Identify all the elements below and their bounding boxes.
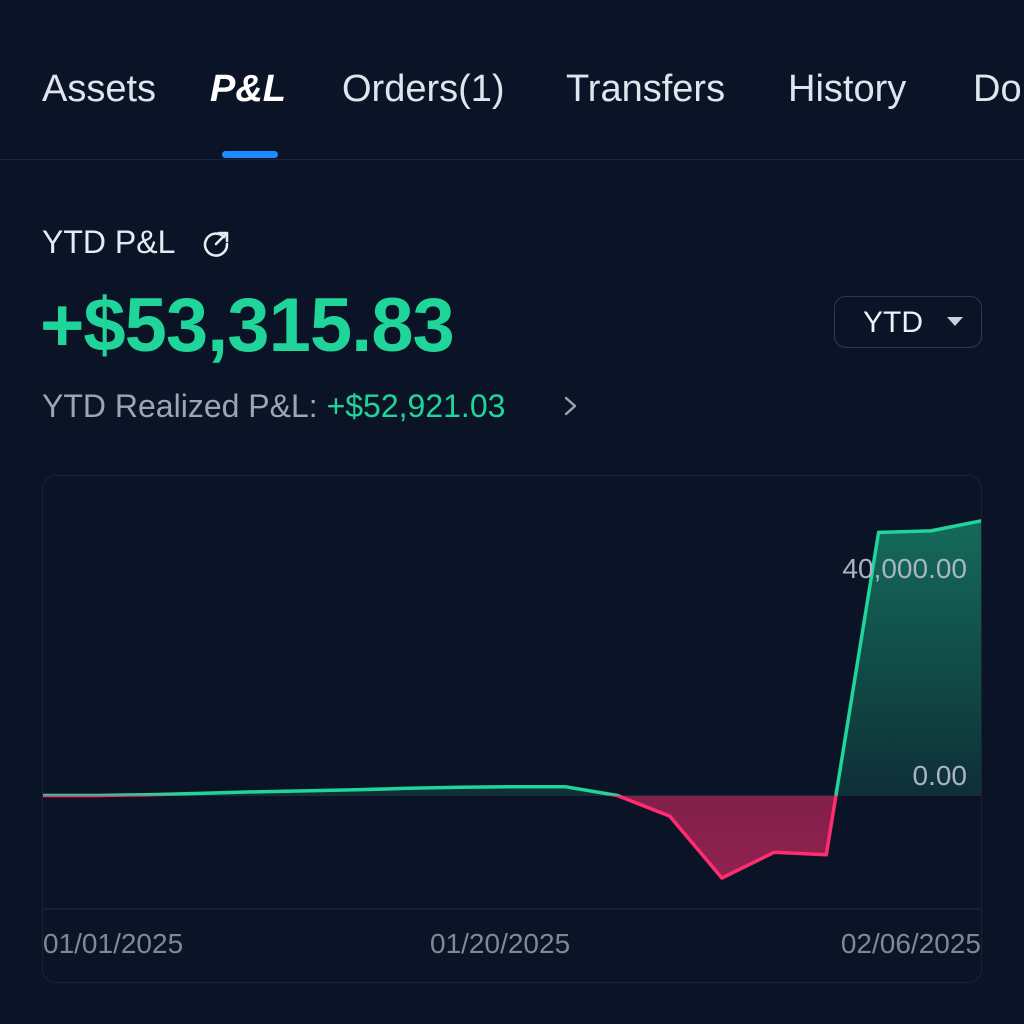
y-tick-label: 40,000.00 (842, 553, 967, 585)
active-tab-indicator (222, 151, 278, 158)
tab-documents[interactable]: Do (973, 68, 1022, 110)
tab-bar: Assets P&L Orders(1) Transfers History D… (0, 0, 1024, 160)
tab-orders[interactable]: Orders(1) (342, 68, 505, 110)
x-tick-label: 02/06/2025 (840, 928, 981, 959)
tab-transfers[interactable]: Transfers (566, 68, 726, 110)
realized-pnl-label: YTD Realized P&L: (42, 388, 318, 424)
realized-pnl-row[interactable]: YTD Realized P&L: +$52,921.03 (42, 388, 505, 425)
period-select[interactable]: YTD (834, 296, 982, 348)
tab-assets[interactable]: Assets (42, 68, 157, 110)
share-icon[interactable] (200, 228, 232, 260)
positive-area-fill (43, 520, 981, 796)
y-tick-label: 0.00 (912, 759, 968, 791)
chevron-right-icon[interactable] (560, 392, 582, 420)
x-tick-label: 01/01/2025 (43, 928, 184, 959)
realized-pnl-value: +$52,921.03 (326, 388, 506, 424)
negative-area-fill (617, 795, 836, 878)
tab-history[interactable]: History (788, 68, 907, 110)
pnl-line-negative (43, 795, 838, 880)
pnl-chart: 40,000.00 0.00 01/01/2025 01/20/2025 02/… (42, 475, 982, 983)
section-title: YTD P&L (42, 224, 176, 260)
period-select-label: YTD (863, 306, 923, 339)
caret-down-icon (947, 317, 963, 326)
chart-canvas (43, 519, 981, 910)
tab-pnl[interactable]: P&L (210, 68, 286, 110)
total-pnl-value: +$53,315.83 (40, 283, 455, 368)
x-tick-label: 01/20/2025 (430, 928, 571, 959)
pnl-line-positive (43, 519, 981, 796)
